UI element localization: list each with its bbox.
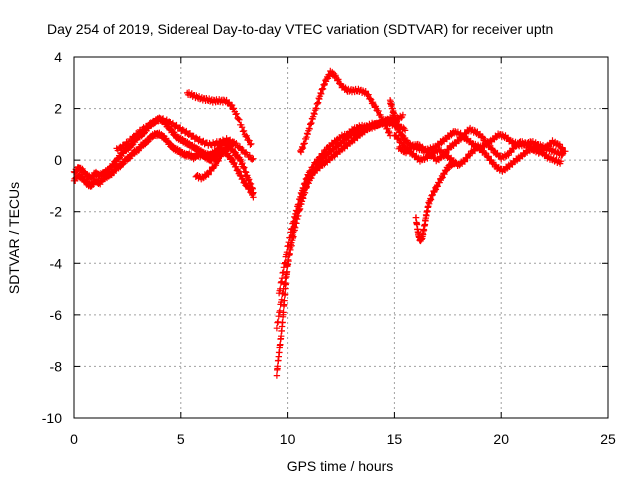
y-tick-label: -6 bbox=[50, 307, 63, 323]
chart-title: Day 254 of 2019, Sidereal Day-to-day VTE… bbox=[47, 21, 553, 37]
x-tick-label: 25 bbox=[600, 431, 616, 447]
x-tick-label: 0 bbox=[70, 431, 78, 447]
data-point-markers bbox=[184, 89, 255, 148]
y-tick-label: -2 bbox=[50, 204, 63, 220]
x-axis-label: GPS time / hours bbox=[287, 458, 394, 474]
axis-ticks: 0 5 10 15 20 25 -10 -8 -6 -4 -2 0 2 4 bbox=[42, 49, 616, 447]
data-point-markers bbox=[113, 114, 257, 163]
series-arc-5 bbox=[192, 138, 238, 183]
data-point-markers bbox=[395, 124, 569, 165]
y-tick-label: -8 bbox=[50, 358, 63, 374]
plot-frame bbox=[73, 56, 609, 419]
x-tick-label: 5 bbox=[177, 431, 185, 447]
plot-area bbox=[74, 57, 608, 418]
x-tick-label: 20 bbox=[493, 431, 509, 447]
series-arc-3 bbox=[113, 114, 257, 163]
series-arc-12 bbox=[395, 124, 569, 165]
data-point-markers bbox=[192, 138, 238, 183]
series-arc-13 bbox=[412, 158, 458, 245]
y-axis-label: SDTVAR / TECUs bbox=[6, 182, 22, 294]
y-tick-label: 2 bbox=[54, 101, 62, 117]
x-tick-label: 15 bbox=[387, 431, 403, 447]
data-point-markers bbox=[412, 158, 458, 245]
data-point-markers bbox=[297, 67, 394, 156]
series-arc-4 bbox=[184, 89, 255, 148]
series-arc-9 bbox=[297, 67, 394, 156]
y-tick-label: 4 bbox=[54, 49, 62, 65]
y-tick-label: 0 bbox=[54, 152, 62, 168]
y-tick-label: -10 bbox=[42, 410, 62, 426]
x-tick-label: 10 bbox=[280, 431, 296, 447]
y-tick-label: -4 bbox=[50, 255, 63, 271]
